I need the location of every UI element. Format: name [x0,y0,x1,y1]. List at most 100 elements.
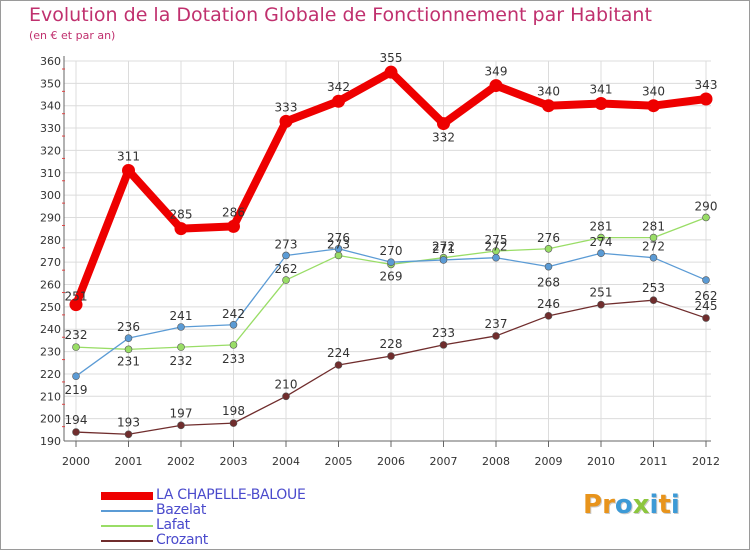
y-tick-label: 200 [40,413,61,426]
data-label-crozant: 198 [222,404,245,418]
data-point-lafat [544,244,553,253]
y-tick-label: 320 [40,144,61,157]
data-point-lafat [649,233,658,242]
data-point-crozant [544,312,553,320]
x-tick-label: 2012 [692,455,720,468]
y-tick-label: 220 [40,368,61,381]
data-label-lafat: 232 [170,354,193,368]
data-point-la-chapelle-baloue [489,79,503,93]
data-label-la-chapelle-baloue: 285 [170,208,193,222]
x-tick-label: 2002 [167,455,195,468]
data-label-bazelat: 270 [380,244,403,258]
data-point-crozant [649,296,658,304]
legend-label-crozant: Crozant [156,532,208,548]
data-point-crozant [124,430,133,439]
y-tick-label: 260 [40,279,61,292]
logo-letter: i [649,490,659,520]
data-point-crozant [702,314,710,322]
data-point-bazelat [387,258,395,266]
data-label-bazelat: 272 [485,240,508,254]
y-tick-label: 250 [40,301,61,314]
data-point-lafat [229,341,238,349]
x-tick-label: 2005 [325,455,353,468]
data-label-lafat: 281 [590,220,613,234]
chart-subtitle: (en € et par an) [29,29,116,42]
x-tick-label: 2007 [430,455,458,468]
data-point-lafat [124,345,133,354]
data-label-la-chapelle-baloue: 286 [222,205,245,219]
data-point-crozant [492,332,500,340]
data-label-la-chapelle-baloue: 341 [590,82,613,96]
data-point-la-chapelle-baloue [542,99,555,113]
data-point-lafat [72,343,80,351]
chart-title: Evolution de la Dotation Globale de Fonc… [29,4,652,26]
data-label-crozant: 237 [485,317,508,331]
data-point-la-chapelle-baloue [174,222,188,236]
data-point-la-chapelle-baloue [69,298,83,312]
data-point-crozant [439,341,448,349]
x-tick-label: 2010 [587,455,615,468]
data-label-bazelat: 276 [327,231,350,245]
data-point-crozant [597,300,605,309]
data-label-crozant: 253 [642,281,665,295]
data-point-la-chapelle-baloue [227,219,240,233]
legend-swatch-lafat [101,525,153,527]
data-label-crozant: 246 [537,297,560,311]
data-label-crozant: 245 [695,299,718,313]
data-point-la-chapelle-baloue [699,92,713,106]
data-label-la-chapelle-baloue: 342 [327,80,350,94]
data-label-bazelat: 236 [117,320,140,334]
x-tick-label: 2001 [115,455,143,468]
x-tick-label: 2006 [377,455,405,468]
data-point-lafat [177,343,185,351]
logo-letter: i [670,490,680,520]
data-label-crozant: 194 [65,413,88,427]
x-tick-label: 2004 [272,455,300,468]
data-point-bazelat [439,256,448,264]
data-label-bazelat: 242 [222,307,245,321]
y-tick-label: 280 [40,234,61,247]
y-tick-label: 240 [40,323,61,336]
logo-letter: x [632,490,650,520]
y-tick-label: 330 [40,122,61,135]
data-label-la-chapelle-baloue: 251 [65,290,88,304]
axis-layer: 190 200 210 220 230 240 250 260 270 280 290 300 310 3… [40,55,720,468]
data-point-la-chapelle-baloue [437,117,450,131]
y-tick-label: 340 [40,100,61,113]
data-label-lafat: 231 [117,354,140,368]
legend-swatch-crozant [101,540,153,542]
data-point-lafat [702,213,710,222]
data-label-bazelat: 273 [275,237,298,251]
data-point-bazelat [597,249,605,258]
data-point-bazelat [282,251,290,260]
data-point-bazelat [72,372,80,380]
data-label-bazelat: 272 [642,240,665,254]
data-point-bazelat [334,244,343,253]
data-label-lafat: 290 [695,199,718,213]
data-point-bazelat [124,334,133,342]
data-label-bazelat: 274 [590,235,613,249]
data-label-la-chapelle-baloue: 332 [432,131,455,145]
y-tick-label: 290 [40,211,61,224]
logo-letter: t [658,490,671,520]
data-label-lafat: 269 [380,269,403,283]
x-tick-label: 2011 [640,455,668,468]
data-point-la-chapelle-baloue [384,65,398,79]
data-point-lafat [282,276,290,284]
legend-label-bazelat: Bazelat [156,502,207,518]
data-label-crozant: 210 [275,377,298,391]
data-point-la-chapelle-baloue [647,99,660,113]
data-label-crozant: 233 [432,326,455,340]
data-point-la-chapelle-baloue [279,114,293,128]
data-point-bazelat [544,262,553,271]
data-label-la-chapelle-baloue: 349 [485,65,508,79]
data-label-lafat: 275 [485,233,508,247]
y-tick-label: 190 [40,435,61,448]
y-tick-label: 270 [40,256,61,269]
data-point-crozant [387,352,395,360]
data-label-lafat: 273 [327,237,350,251]
logo-letter: o [614,490,633,520]
data-label-crozant: 197 [170,406,193,420]
